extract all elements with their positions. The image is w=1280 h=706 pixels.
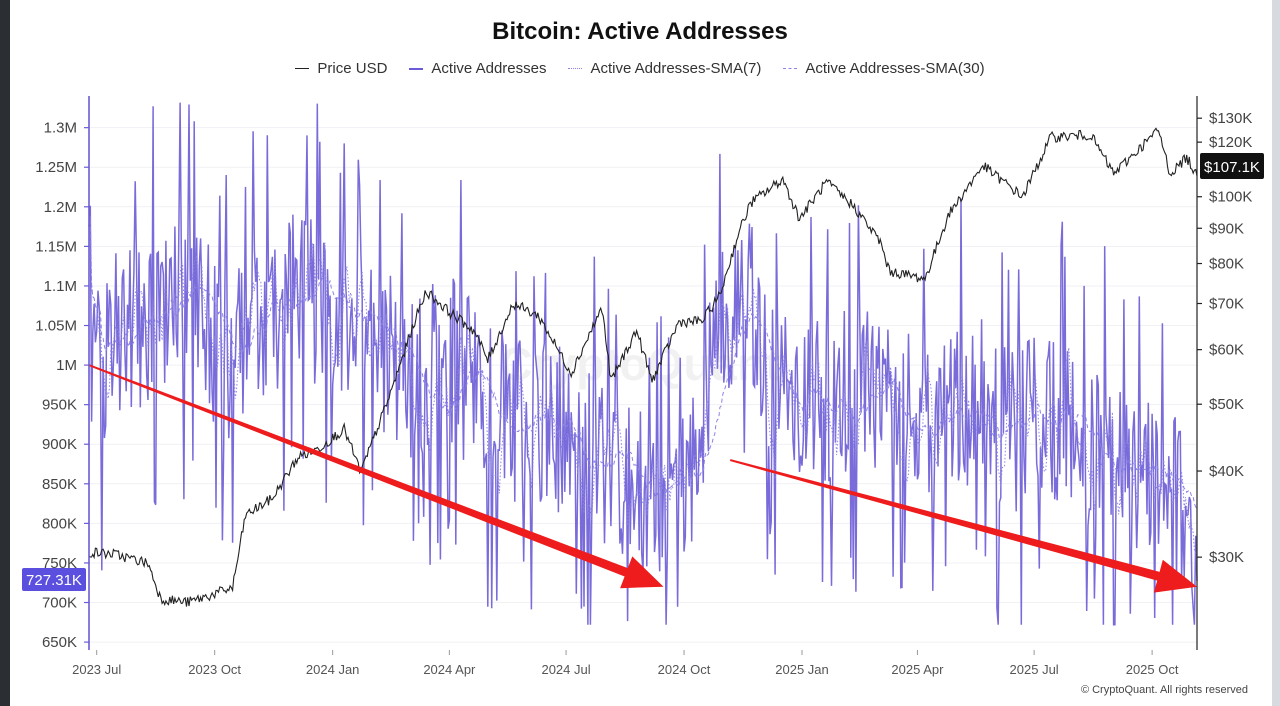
left-tick-label-9: 850K: [42, 476, 77, 493]
right-screen-edge: [1272, 0, 1280, 706]
x-tick-label-6: 2025 Jan: [775, 662, 829, 677]
trend-arrow-1: [88, 364, 664, 589]
left-tick-label-2: 1.2M: [44, 199, 77, 216]
left-tick-label-5: 1.05M: [35, 318, 77, 335]
legend-label-price: Price USD: [317, 60, 388, 77]
left-tick-label-13: 650K: [42, 634, 77, 651]
legend-swatch-solid-black: [295, 68, 310, 69]
left-tick-label-11: 750K: [42, 555, 77, 572]
legend-swatch-dashed-purple: [783, 68, 798, 69]
left-value-badge: 727.31K: [22, 568, 86, 591]
right-value-badge: $107.1K: [1200, 153, 1264, 179]
annotation-layer: [88, 364, 1197, 593]
right-tick-label-6: $60K: [1209, 342, 1244, 359]
footer-credit: © CryptoQuant. All rights reserved: [1080, 684, 1248, 696]
legend-label-sma30: Active Addresses-SMA(30): [805, 60, 985, 77]
right-tick-label-5: $70K: [1209, 296, 1244, 313]
x-tick-label-9: 2025 Oct: [1126, 662, 1179, 677]
left-tick-label-6: 1M: [56, 357, 77, 374]
left-screen-edge: [0, 0, 10, 706]
x-tick-label-2: 2024 Jan: [306, 662, 360, 677]
series-active-addresses-sma30: [88, 216, 1198, 509]
right-value-badge-text: $107.1K: [1204, 159, 1260, 176]
left-axis-ticks: 1.3M 1.25M 1.2M 1.15M 1.1M 1.05M 1M 950K 900K 850…: [35, 120, 89, 651]
left-value-badge-text: 727.31K: [26, 572, 82, 589]
right-tick-label-4: $80K: [1209, 256, 1244, 273]
right-tick-label-2: $100K: [1209, 189, 1252, 206]
right-tick-label-1: $120K: [1209, 134, 1252, 151]
left-tick-label-12: 700K: [42, 595, 77, 612]
right-tick-label-3: $90K: [1209, 220, 1244, 237]
left-tick-label-10: 800K: [42, 515, 77, 532]
right-tick-label-0: $130K: [1209, 110, 1252, 127]
legend-swatch-solid-purple: [409, 67, 424, 70]
watermark: CryptoQuant: [499, 338, 780, 390]
x-tick-label-4: 2024 Jul: [541, 662, 590, 677]
right-tick-label-8: $40K: [1209, 463, 1244, 480]
left-tick-label-1: 1.25M: [35, 159, 77, 176]
legend-item-price[interactable]: Price USD: [295, 60, 387, 77]
x-tick-label-0: 2023 Jul: [72, 662, 121, 677]
left-value-badge-bg: [22, 568, 86, 591]
right-axis-ticks: $130K $120K $100K $90K $80K $70K $60K $50K $40K $…: [1197, 110, 1252, 566]
right-tick-label-9: $30K: [1209, 549, 1244, 566]
series-price-usd: [88, 127, 1198, 607]
legend-item-active-addresses[interactable]: Active Addresses: [409, 60, 546, 77]
left-tick-label-8: 900K: [42, 436, 77, 453]
left-tick-label-0: 1.3M: [44, 120, 77, 137]
right-value-badge-bg: [1200, 153, 1264, 179]
x-tick-label-1: 2023 Oct: [188, 662, 241, 677]
x-tick-label-3: 2024 Apr: [423, 662, 476, 677]
right-tick-label-7: $50K: [1209, 396, 1244, 413]
x-tick-label-5: 2024 Oct: [658, 662, 711, 677]
legend-label-sma7: Active Addresses-SMA(7): [590, 60, 762, 77]
x-axis-ticks: 2023 Jul 2023 Oct 2024 Jan 2024 Apr 2024 Jul…: [72, 650, 1179, 677]
legend-label-active-addresses: Active Addresses: [431, 60, 547, 77]
x-tick-label-8: 2025 Jul: [1010, 662, 1059, 677]
x-tick-label-7: 2025 Apr: [891, 662, 944, 677]
legend: Price USD Active Addresses Active Addres…: [0, 60, 1280, 77]
chart-title: Bitcoin: Active Addresses: [492, 18, 788, 45]
chart-panel: [10, 0, 1272, 706]
trend-arrow-2: [729, 459, 1197, 593]
legend-item-sma30[interactable]: Active Addresses-SMA(30): [783, 60, 985, 77]
left-tick-label-4: 1.1M: [44, 278, 77, 295]
legend-item-sma7[interactable]: Active Addresses-SMA(7): [568, 60, 761, 77]
legend-swatch-dotted-purple: [568, 68, 583, 69]
left-tick-label-3: 1.15M: [35, 238, 77, 255]
left-tick-label-7: 950K: [42, 397, 77, 414]
